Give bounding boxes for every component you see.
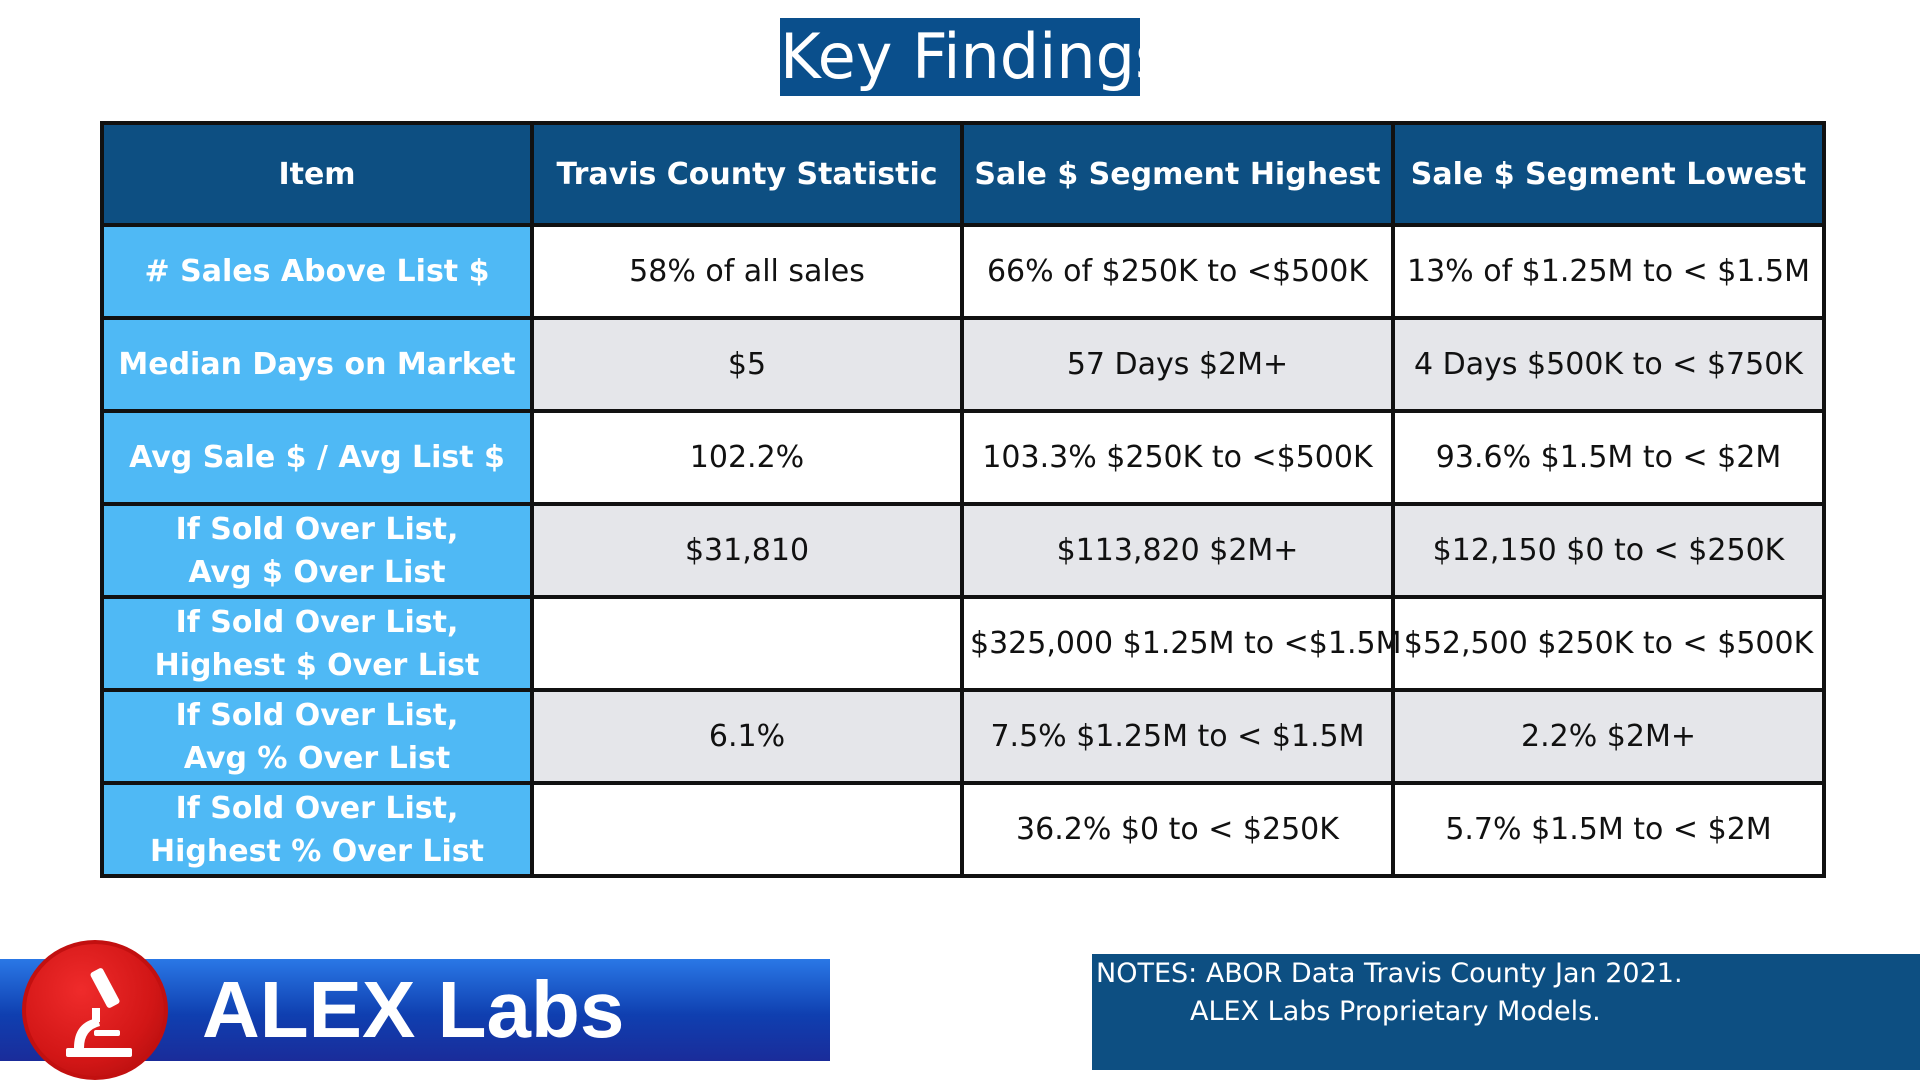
item-line-1: Median Days on Market bbox=[118, 347, 516, 382]
key-findings-table: Item Travis County Statistic Sale $ Segm… bbox=[100, 121, 1826, 878]
travis-county-statistic-cell: $5 bbox=[530, 316, 964, 413]
segment-lowest-cell: $12,150 $0 to < $250K bbox=[1391, 502, 1826, 599]
item-line-2: Avg $ Over List bbox=[188, 554, 446, 590]
table-row: If Sold Over List, Highest $ Over List $3… bbox=[100, 595, 1826, 692]
travis-county-statistic-cell bbox=[530, 595, 964, 692]
item-line-1: If Sold Over List, bbox=[175, 604, 459, 640]
segment-highest-cell: 57 Days $2M+ bbox=[960, 316, 1395, 413]
item-line-2: Highest $ Over List bbox=[154, 647, 480, 683]
item-line-1: If Sold Over List, bbox=[175, 697, 459, 733]
segment-highest-cell: 7.5% $1.25M to < $1.5M bbox=[960, 688, 1395, 785]
travis-county-statistic-cell: $31,810 bbox=[530, 502, 964, 599]
segment-highest-cell: $113,820 $2M+ bbox=[960, 502, 1395, 599]
notes-line-2: ALEX Labs Proprietary Models. bbox=[1190, 996, 1601, 1027]
table-row: # Sales Above List $ 58% of all sales 66… bbox=[100, 223, 1826, 320]
segment-highest-cell: 66% of $250K to <$500K bbox=[960, 223, 1395, 320]
table-row: Median Days on Market $5 57 Days $2M+ 4 … bbox=[100, 316, 1826, 413]
item-line-1: If Sold Over List, bbox=[175, 790, 459, 826]
travis-county-statistic-cell: 58% of all sales bbox=[530, 223, 964, 320]
segment-lowest-cell: 13% of $1.25M to < $1.5M bbox=[1391, 223, 1826, 320]
row-item-label: If Sold Over List, Avg $ Over List bbox=[100, 502, 534, 599]
item-line-2: Highest % Over List bbox=[150, 833, 484, 869]
notes-box: NOTES: ABOR Data Travis County Jan 2021.… bbox=[1092, 954, 1920, 1070]
segment-lowest-cell: 93.6% $1.5M to < $2M bbox=[1391, 409, 1826, 506]
row-item-label: If Sold Over List, Highest $ Over List bbox=[100, 595, 534, 692]
table-row: Avg Sale $ / Avg List $ 102.2% 103.3% $2… bbox=[100, 409, 1826, 506]
brand-logo bbox=[22, 940, 168, 1080]
item-line-2: Avg % Over List bbox=[183, 740, 451, 776]
notes-line-1: NOTES: ABOR Data Travis County Jan 2021. bbox=[1096, 958, 1683, 989]
row-item-label: # Sales Above List $ bbox=[100, 223, 534, 320]
segment-lowest-cell: 5.7% $1.5M to < $2M bbox=[1391, 781, 1826, 878]
segment-lowest-cell: $52,500 $250K to < $500K bbox=[1391, 595, 1826, 692]
segment-lowest-cell: 2.2% $2M+ bbox=[1391, 688, 1826, 785]
segment-highest-cell: 36.2% $0 to < $250K bbox=[960, 781, 1395, 878]
segment-lowest-cell: 4 Days $500K to < $750K bbox=[1391, 316, 1826, 413]
item-line-1: # Sales Above List $ bbox=[144, 254, 490, 289]
row-item-label: If Sold Over List, Highest % Over List bbox=[100, 781, 534, 878]
page-title: Key Findings bbox=[780, 18, 1167, 96]
column-header: Sale $ Segment Highest bbox=[960, 121, 1395, 227]
travis-county-statistic-cell bbox=[530, 781, 964, 878]
column-header: Sale $ Segment Lowest bbox=[1391, 121, 1826, 227]
travis-county-statistic-cell: 6.1% bbox=[530, 688, 964, 785]
column-header: Item bbox=[100, 121, 534, 227]
table-row: If Sold Over List, Highest % Over List 36… bbox=[100, 781, 1826, 878]
table-row: If Sold Over List, Avg $ Over List $31,81… bbox=[100, 502, 1826, 599]
item-line-1: If Sold Over List, bbox=[175, 511, 459, 547]
table-row: If Sold Over List, Avg % Over List 6.1% 7… bbox=[100, 688, 1826, 785]
travis-county-statistic-cell: 102.2% bbox=[530, 409, 964, 506]
segment-highest-cell: $325,000 $1.25M to <$1.5M bbox=[960, 595, 1401, 692]
row-item-label: Avg Sale $ / Avg List $ bbox=[100, 409, 534, 506]
brand-name: ALEX Labs bbox=[202, 965, 625, 1054]
row-item-label: Median Days on Market bbox=[100, 316, 534, 413]
table-header-row: Item Travis County Statistic Sale $ Segm… bbox=[100, 121, 1826, 227]
item-line-1: Avg Sale $ / Avg List $ bbox=[129, 440, 505, 475]
column-header: Travis County Statistic bbox=[530, 121, 964, 227]
segment-highest-cell: 103.3% $250K to <$500K bbox=[960, 409, 1395, 506]
microscope-icon bbox=[66, 968, 132, 1057]
row-item-label: If Sold Over List, Avg % Over List bbox=[100, 688, 534, 785]
